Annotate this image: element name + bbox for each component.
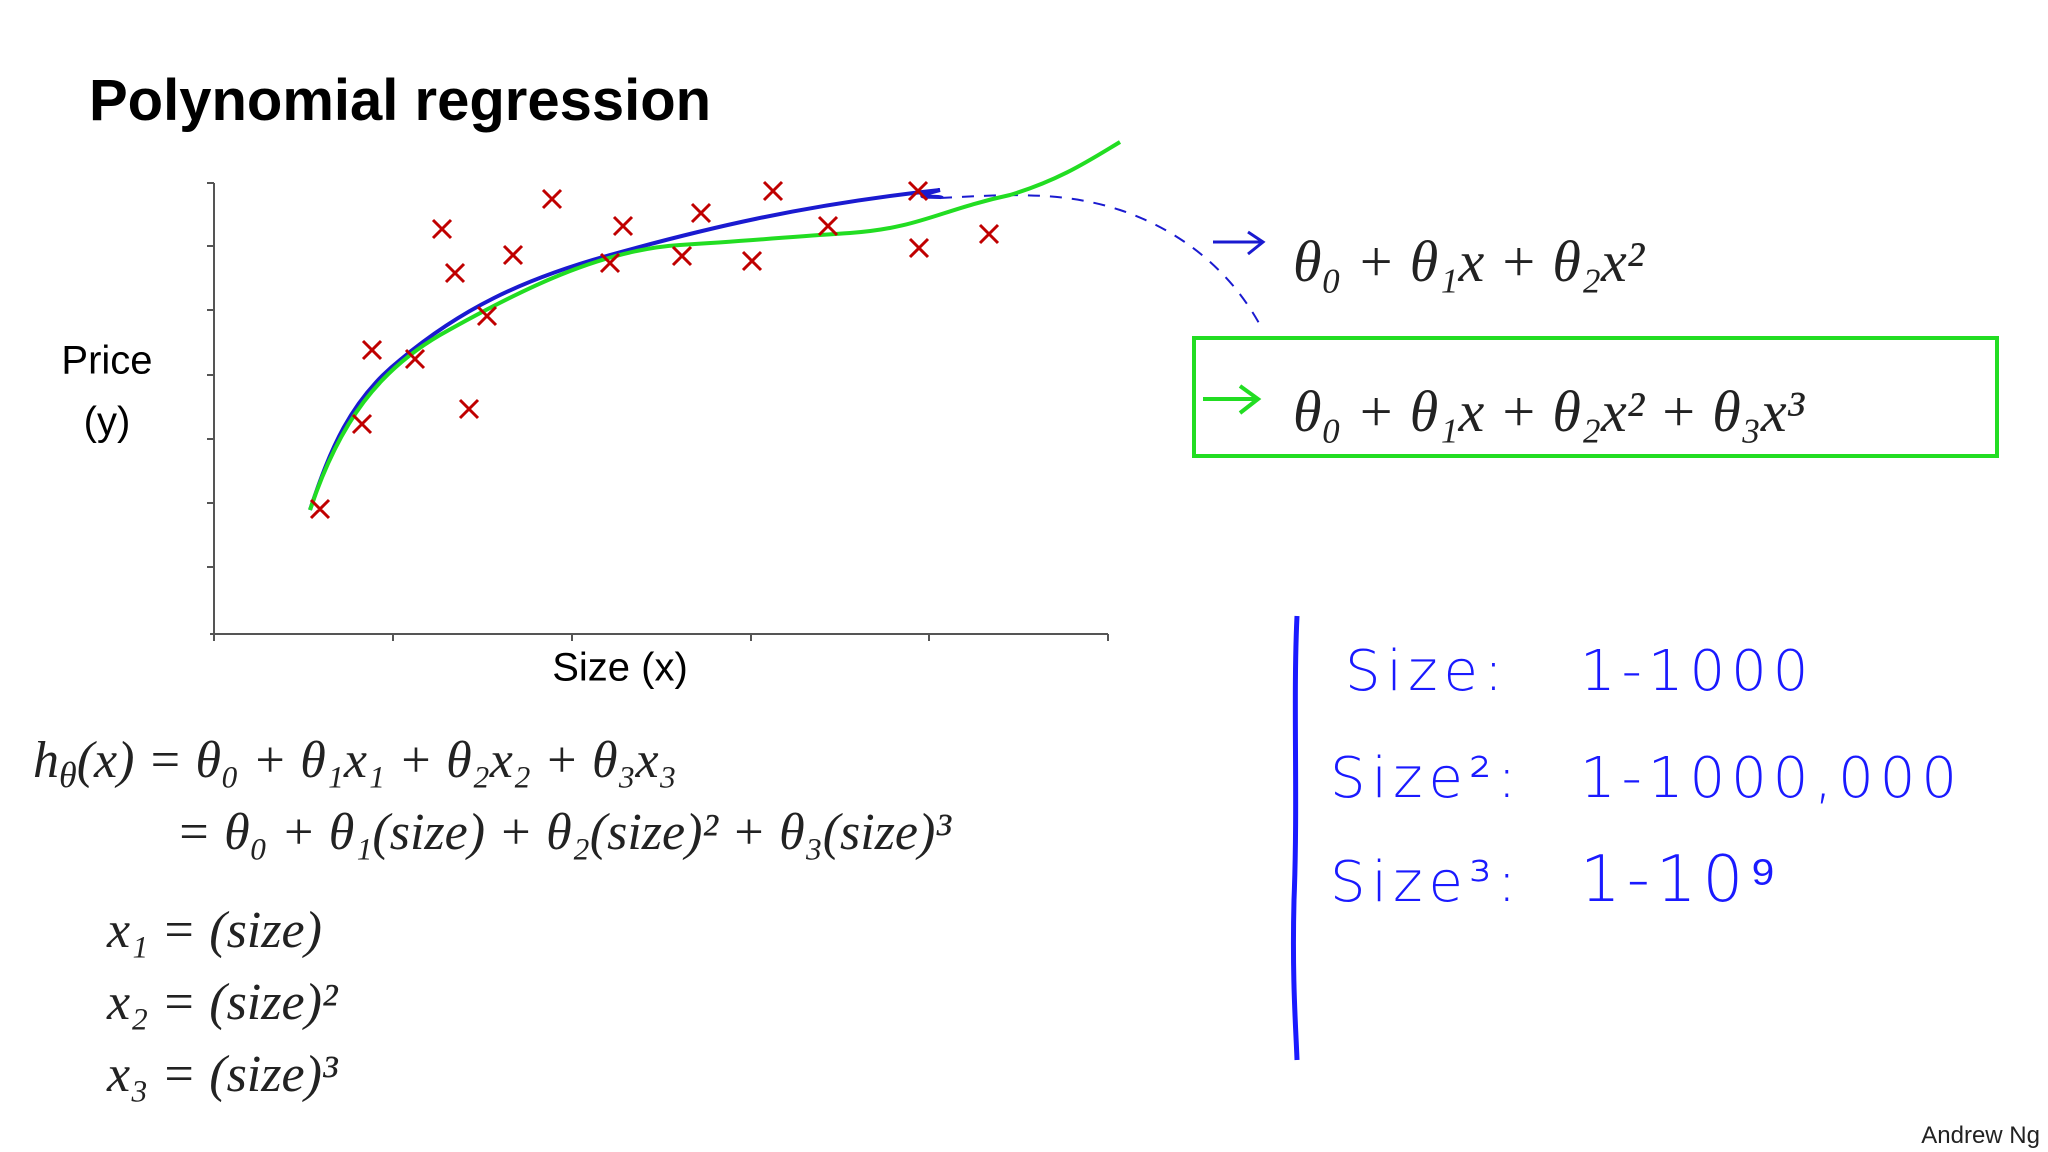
note-range: 1-1000,000 xyxy=(1580,746,1963,811)
formula: x₂ = (size)² xyxy=(106,974,339,1031)
formula-subscript: θ xyxy=(59,755,77,795)
quadratic-fit xyxy=(308,188,944,511)
cubic-fit xyxy=(308,140,1122,511)
formula: = θ₀ + θ₁(size) + θ₂(size)² + θ₃(size)³ xyxy=(176,804,952,861)
author: Andrew Ng xyxy=(1921,1122,2040,1149)
formula-part: h xyxy=(33,732,59,789)
divider xyxy=(1290,615,1300,1061)
y-axis-label: (y) xyxy=(84,400,131,444)
arrow xyxy=(1203,384,1262,415)
data-points xyxy=(309,180,1000,520)
note-label: Size³: xyxy=(1330,850,1522,915)
note-label: Size²: xyxy=(1330,746,1522,811)
slide-title: Polynomial regression xyxy=(89,68,711,133)
note-range: 1-10⁹ xyxy=(1580,843,1783,917)
formula: hθ(x) = θ₀ + θ₁x₁ + θ₂x₂ + θ₃x₃ xyxy=(33,732,677,795)
note-label: Size: xyxy=(1345,639,1509,704)
note-range: 1-1000 xyxy=(1580,639,1814,704)
hypothesis: θ₀ + θ₁x + θ₂x² + θ₃x³ xyxy=(1293,379,1806,444)
y-axis-label: Price xyxy=(61,339,152,383)
formula: x₃ = (size)³ xyxy=(106,1046,339,1103)
arrow xyxy=(1213,230,1266,256)
plot-axes xyxy=(207,182,1109,641)
hypothesis: θ₀ + θ₁x + θ₂x² xyxy=(1293,229,1646,294)
quadratic-extension xyxy=(939,194,1261,326)
highlight-box xyxy=(1192,336,1999,458)
formula-part: (x) = θ₀ + θ₁x₁ + θ₂x₂ + θ₃x₃ xyxy=(77,732,677,789)
x-axis-label: Size (x) xyxy=(552,646,688,690)
formula: x₁ = (size) xyxy=(106,902,322,959)
